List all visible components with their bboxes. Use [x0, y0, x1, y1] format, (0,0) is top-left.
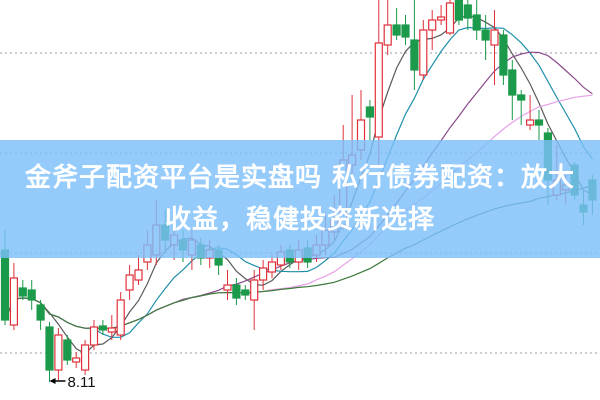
candle-body — [89, 326, 99, 346]
candle-body — [517, 94, 526, 101]
candle-down — [98, 320, 108, 335]
candle-body — [525, 119, 535, 126]
candle-body — [463, 4, 472, 19]
candle-body — [98, 325, 108, 331]
low-price-annotation: 8.11 — [49, 374, 96, 391]
candle-body — [365, 106, 374, 118]
candle-body — [445, 2, 455, 34]
candle-body — [250, 279, 259, 301]
candle-down — [365, 100, 374, 140]
candle-up — [116, 292, 125, 340]
candle-up — [54, 328, 63, 380]
candle-up — [134, 255, 143, 285]
candle-body — [472, 14, 481, 31]
candle-up — [107, 315, 116, 340]
candle-body — [437, 16, 446, 21]
candle-up — [259, 260, 268, 290]
candle-body — [481, 29, 490, 41]
candle-body — [534, 119, 544, 126]
candle-up — [223, 270, 232, 300]
candle-down — [45, 322, 54, 382]
candle-up — [428, 10, 437, 50]
candle-body — [508, 69, 517, 96]
article-title: 金斧子配资平台是实盘吗 私行债券配资：放大收益，稳健投资新选择 — [24, 163, 576, 235]
candle-down — [241, 285, 250, 300]
candle-down — [534, 110, 544, 140]
candle-down — [18, 280, 27, 300]
candle-down — [27, 280, 36, 310]
candle-up — [445, 0, 455, 35]
candle-body — [232, 284, 241, 299]
candle-body — [374, 42, 383, 138]
candle-down — [472, 0, 481, 40]
candle-body — [490, 29, 499, 46]
candle-body — [392, 24, 401, 36]
candle-body — [267, 261, 277, 273]
candle-body — [107, 327, 116, 333]
candle-body — [116, 299, 125, 336]
candle-body — [80, 344, 90, 371]
candle-body — [63, 339, 72, 361]
candle-body — [259, 267, 268, 281]
candle-body — [428, 19, 437, 31]
candle-down — [232, 278, 241, 305]
candle-down — [463, 0, 472, 30]
candle-down — [63, 335, 72, 365]
candle-down — [499, 30, 508, 85]
candle-body — [18, 287, 27, 297]
candle-body — [0, 249, 10, 321]
candle-down — [517, 90, 526, 125]
candle-body — [401, 24, 410, 38]
candle-up — [89, 320, 99, 350]
candle-body — [125, 274, 134, 291]
candle-body — [410, 39, 419, 71]
arrow-head-icon — [49, 378, 56, 384]
candle-body — [54, 334, 63, 371]
candle-up — [9, 263, 18, 330]
candle-up — [267, 255, 277, 278]
candle-body — [45, 326, 54, 371]
candle-body — [72, 357, 81, 363]
candle-down — [401, 15, 410, 45]
candle-up — [250, 270, 259, 330]
candle-body — [36, 304, 45, 321]
candle-body — [9, 277, 18, 326]
candle-body — [499, 34, 508, 76]
candle-up — [80, 340, 90, 375]
candle-body — [223, 284, 232, 291]
candle-body — [241, 289, 250, 296]
candle-down — [36, 300, 45, 330]
candle-down — [392, 8, 401, 40]
candle-down — [481, 15, 490, 60]
candle-body — [383, 24, 392, 46]
candle-body — [454, 0, 463, 21]
low-price-label: 8.11 — [68, 374, 96, 391]
candle-up — [125, 265, 134, 300]
candle-up — [437, 5, 446, 25]
candle-down — [410, 0, 419, 90]
candle-up — [419, 20, 428, 80]
candle-up — [490, 10, 499, 85]
candle-up — [72, 352, 81, 368]
candle-body — [134, 269, 143, 281]
candle-down — [508, 60, 517, 120]
candle-body — [27, 289, 36, 301]
candle-up — [383, 0, 392, 55]
title-banner: 金斧子配资平台是实盘吗 私行债券配资：放大收益，稳健投资新选择 — [0, 140, 600, 258]
candle-down — [454, 0, 463, 25]
candle-body — [419, 29, 428, 76]
candle-up — [525, 95, 535, 130]
